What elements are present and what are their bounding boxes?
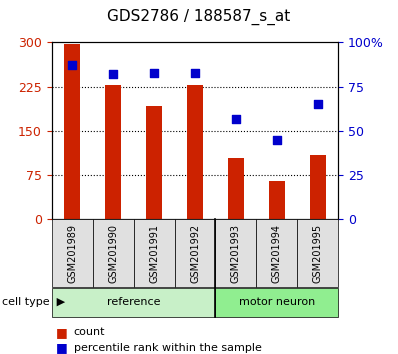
Point bbox=[151, 70, 157, 75]
Bar bbox=[146, 106, 162, 219]
Text: cell type  ▶: cell type ▶ bbox=[2, 297, 65, 307]
Text: motor neuron: motor neuron bbox=[239, 297, 315, 307]
Text: GSM201993: GSM201993 bbox=[231, 224, 241, 282]
Text: GSM201995: GSM201995 bbox=[313, 223, 323, 283]
Point bbox=[69, 63, 75, 68]
Text: GSM201989: GSM201989 bbox=[67, 224, 77, 282]
Point bbox=[110, 72, 116, 77]
Bar bbox=[297, 219, 338, 287]
Bar bbox=[105, 85, 121, 219]
Bar bbox=[175, 219, 215, 287]
Bar bbox=[134, 219, 175, 287]
Bar bbox=[310, 155, 326, 219]
Bar bbox=[215, 219, 256, 287]
Text: ■: ■ bbox=[56, 341, 68, 354]
Bar bbox=[269, 181, 285, 219]
Bar bbox=[93, 219, 134, 287]
Bar bbox=[52, 288, 215, 317]
Bar bbox=[187, 85, 203, 219]
Text: GSM201992: GSM201992 bbox=[190, 223, 200, 283]
Bar bbox=[64, 44, 80, 219]
Bar bbox=[52, 219, 93, 287]
Point bbox=[315, 102, 321, 107]
Text: GDS2786 / 188587_s_at: GDS2786 / 188587_s_at bbox=[107, 9, 291, 25]
Text: percentile rank within the sample: percentile rank within the sample bbox=[74, 343, 261, 353]
Text: GSM201990: GSM201990 bbox=[108, 224, 118, 282]
Bar bbox=[215, 288, 338, 317]
Text: reference: reference bbox=[107, 297, 160, 307]
Bar bbox=[228, 158, 244, 219]
Text: ■: ■ bbox=[56, 326, 68, 338]
Point bbox=[274, 137, 280, 143]
Text: count: count bbox=[74, 327, 105, 337]
Point bbox=[192, 70, 198, 75]
Bar bbox=[256, 219, 297, 287]
Text: GSM201994: GSM201994 bbox=[272, 224, 282, 282]
Text: GSM201991: GSM201991 bbox=[149, 224, 159, 282]
Point bbox=[233, 116, 239, 121]
